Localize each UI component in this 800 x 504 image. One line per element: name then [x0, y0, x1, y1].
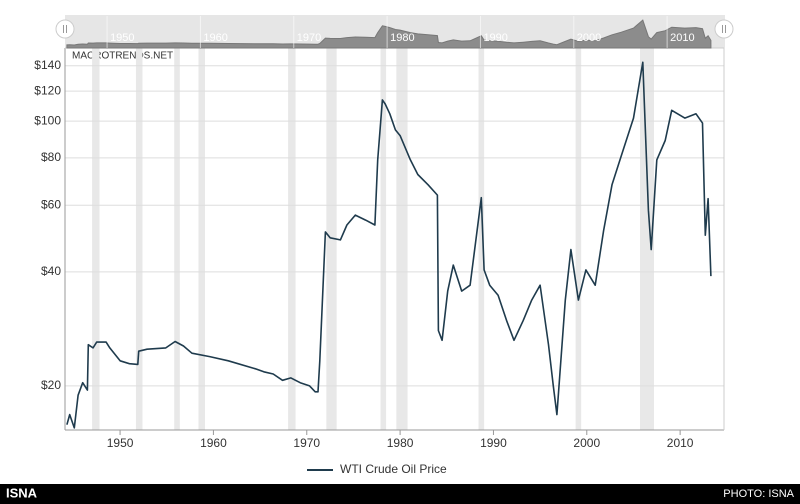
y-tick-label: $20	[41, 378, 61, 392]
x-tick-label: 1970	[293, 436, 320, 450]
x-tick-label: 2010	[667, 436, 694, 450]
navigator-label: 1980	[390, 32, 414, 44]
navigator-label: 1970	[297, 32, 321, 44]
recession-band	[288, 48, 296, 430]
recession-band	[198, 48, 206, 430]
x-tick-label: 1960	[200, 436, 227, 450]
footer-left: ISNA	[6, 485, 38, 500]
y-tick-label: $120	[34, 83, 61, 97]
recession-band	[326, 48, 337, 430]
x-tick-label: 1990	[480, 436, 507, 450]
recession-band	[575, 48, 582, 430]
recession-band	[135, 48, 143, 430]
recession-band	[639, 48, 654, 430]
recession-band	[92, 48, 100, 430]
navigator-handle[interactable]	[714, 19, 734, 39]
y-tick-label: $100	[34, 113, 61, 127]
navigator-label: 1950	[110, 32, 134, 44]
y-tick-label: $140	[34, 58, 61, 72]
x-tick-label: 1950	[107, 436, 134, 450]
navigator-handle[interactable]	[55, 19, 75, 39]
y-tick-label: $40	[41, 264, 61, 278]
y-tick-label: $80	[41, 150, 61, 164]
navigator-area	[66, 19, 712, 49]
watermark: MACROTRENDS.NET	[72, 51, 173, 62]
navigator-label: 1960	[203, 32, 227, 44]
x-tick-label: 1980	[387, 436, 414, 450]
recession-band	[174, 48, 180, 430]
footer-bar	[0, 484, 800, 504]
price-line	[66, 61, 712, 429]
recession-band	[478, 48, 485, 430]
footer-right: PHOTO: ISNA	[723, 488, 794, 500]
y-tick-label: $60	[41, 197, 61, 211]
navigator-label: 2010	[670, 32, 694, 44]
legend-label: WTI Crude Oil Price	[340, 462, 447, 476]
recession-band	[380, 48, 387, 430]
navigator-label: 1990	[483, 32, 507, 44]
navigator-label: 2000	[577, 32, 601, 44]
recession-band	[396, 48, 408, 430]
x-tick-label: 2000	[573, 436, 600, 450]
